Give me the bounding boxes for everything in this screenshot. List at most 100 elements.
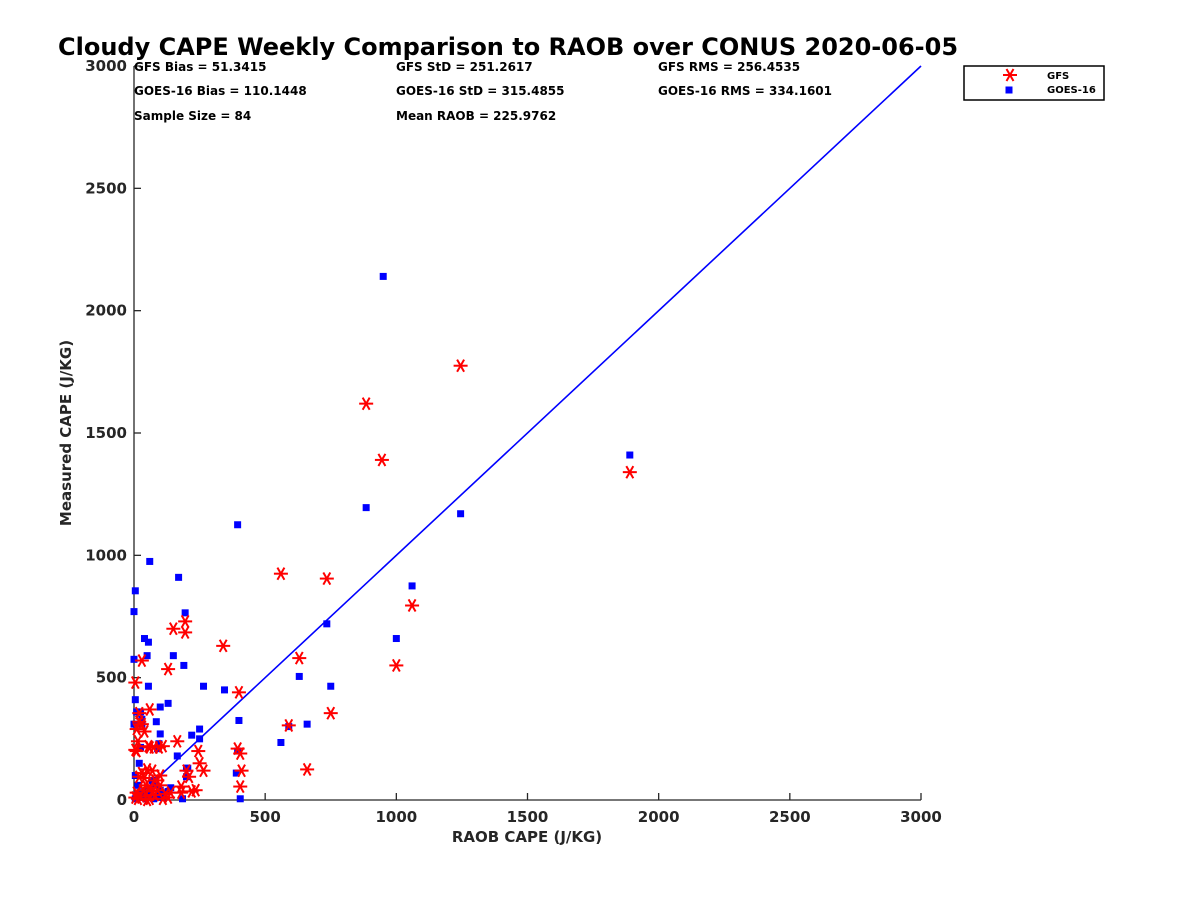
goes16-point bbox=[144, 682, 152, 690]
goes16-point bbox=[221, 686, 229, 694]
goes16-point bbox=[131, 587, 139, 595]
x-axis: 0 500 1000 1500 2000 2500 3000 bbox=[129, 793, 942, 826]
gfs-point bbox=[191, 744, 206, 758]
gfs-point bbox=[281, 718, 296, 732]
gfs-point bbox=[292, 651, 307, 665]
goes16-point bbox=[156, 703, 164, 711]
gfs-point bbox=[132, 706, 147, 720]
goes16-point bbox=[146, 557, 154, 565]
gfs-point bbox=[359, 397, 374, 411]
goes16-point bbox=[140, 635, 148, 643]
gfs-point bbox=[389, 658, 404, 672]
goes16-point bbox=[303, 720, 311, 728]
gfs-point bbox=[233, 779, 248, 794]
gfs-point bbox=[188, 783, 203, 797]
goes16-point bbox=[169, 652, 177, 660]
legend-gfs-label: GFS bbox=[1047, 71, 1069, 82]
goes16-point bbox=[323, 620, 331, 628]
y-tick-label: 2500 bbox=[85, 179, 127, 197]
y-tick-label: 2000 bbox=[85, 302, 127, 320]
stat-text: GFS RMS = 256.4535 bbox=[658, 60, 800, 74]
x-tick-label: 1000 bbox=[375, 808, 417, 826]
reference-line-layer bbox=[133, 65, 922, 801]
goes16-point bbox=[277, 739, 285, 747]
gfs-point bbox=[273, 567, 288, 581]
gfs-point bbox=[182, 770, 197, 784]
stat-text: GOES-16 RMS = 334.1601 bbox=[658, 84, 832, 98]
stat-text: GOES-16 StD = 315.4855 bbox=[396, 84, 565, 98]
points-layer bbox=[128, 272, 637, 807]
gfs-point bbox=[128, 743, 143, 757]
x-tick-label: 2500 bbox=[769, 808, 811, 826]
goes16-point bbox=[175, 573, 183, 581]
gfs-point bbox=[323, 706, 338, 720]
gfs-point bbox=[142, 702, 157, 717]
goes16-point bbox=[143, 652, 151, 660]
goes16-point bbox=[295, 672, 303, 680]
goes16-point bbox=[131, 696, 139, 704]
goes16-point bbox=[130, 655, 138, 663]
goes16-point bbox=[196, 735, 204, 743]
gfs-point bbox=[622, 465, 637, 479]
legend: GFS GOES-16 bbox=[963, 65, 1105, 101]
x-tick-label: 0 bbox=[129, 808, 139, 826]
gfs-point bbox=[142, 792, 157, 806]
goes16-point bbox=[196, 725, 204, 733]
goes16-point bbox=[234, 521, 242, 529]
goes16-point bbox=[626, 451, 634, 459]
gfs-point bbox=[166, 622, 181, 636]
goes16-point bbox=[173, 752, 181, 760]
gfs-point bbox=[453, 359, 468, 373]
goes16-point bbox=[408, 582, 416, 590]
gfs-point bbox=[234, 764, 249, 778]
legend-gfs-marker bbox=[1003, 68, 1017, 82]
gfs-point bbox=[153, 768, 168, 783]
gfs-point bbox=[170, 734, 185, 748]
gfs-point bbox=[216, 639, 231, 653]
y-tick-label: 3000 bbox=[85, 57, 127, 75]
goes16-point bbox=[392, 635, 400, 643]
gfs-point bbox=[134, 653, 149, 668]
stats-block: GFS Bias = 51.3415 GFS StD = 251.2617 GFS … bbox=[134, 60, 832, 123]
goes16-point bbox=[200, 682, 208, 690]
chart-title: Cloudy CAPE Weekly Comparison to RAOB ov… bbox=[58, 33, 958, 61]
x-axis-label: RAOB CAPE (J/KG) bbox=[452, 828, 602, 846]
legend-goes-marker bbox=[1005, 86, 1013, 94]
goes16-point bbox=[180, 661, 188, 669]
goes16-point bbox=[152, 718, 160, 726]
y-tick-label: 1000 bbox=[85, 546, 127, 564]
gfs-point bbox=[161, 662, 176, 676]
y-tick-label: 0 bbox=[117, 791, 127, 809]
gfs-point bbox=[233, 746, 248, 761]
x-tick-label: 3000 bbox=[900, 808, 942, 826]
gfs-point bbox=[141, 739, 156, 753]
y-tick-label: 1500 bbox=[85, 424, 127, 442]
goes16-point bbox=[131, 772, 139, 780]
goes16-point bbox=[179, 795, 187, 803]
goes16-point bbox=[236, 795, 244, 803]
legend-box bbox=[963, 65, 1105, 101]
goes16-point bbox=[188, 731, 196, 739]
legend-goes-label: GOES-16 bbox=[1047, 85, 1096, 96]
stat-text: GFS StD = 251.2617 bbox=[396, 60, 533, 74]
goes16-point bbox=[457, 510, 465, 518]
stat-text: GFS Bias = 51.3415 bbox=[134, 60, 266, 74]
goes16-point bbox=[234, 747, 242, 755]
gfs-point bbox=[374, 453, 389, 467]
stat-text: Sample Size = 84 bbox=[134, 109, 251, 123]
x-tick-label: 500 bbox=[250, 808, 281, 826]
y-tick-label: 500 bbox=[96, 669, 127, 687]
x-tick-label: 1500 bbox=[507, 808, 549, 826]
goes16-point bbox=[144, 790, 152, 798]
gfs-point bbox=[130, 734, 145, 748]
goes16-point bbox=[232, 769, 240, 777]
goes16-point bbox=[134, 781, 142, 789]
gfs-point bbox=[174, 779, 189, 794]
gfs-point bbox=[231, 685, 246, 699]
stat-text: Mean RAOB = 225.9762 bbox=[396, 109, 556, 123]
legend-goes-square bbox=[1005, 86, 1013, 94]
y-axis-label: Measured CAPE (J/KG) bbox=[57, 340, 75, 526]
goes16-point bbox=[164, 787, 172, 795]
gfs-point bbox=[132, 770, 147, 784]
